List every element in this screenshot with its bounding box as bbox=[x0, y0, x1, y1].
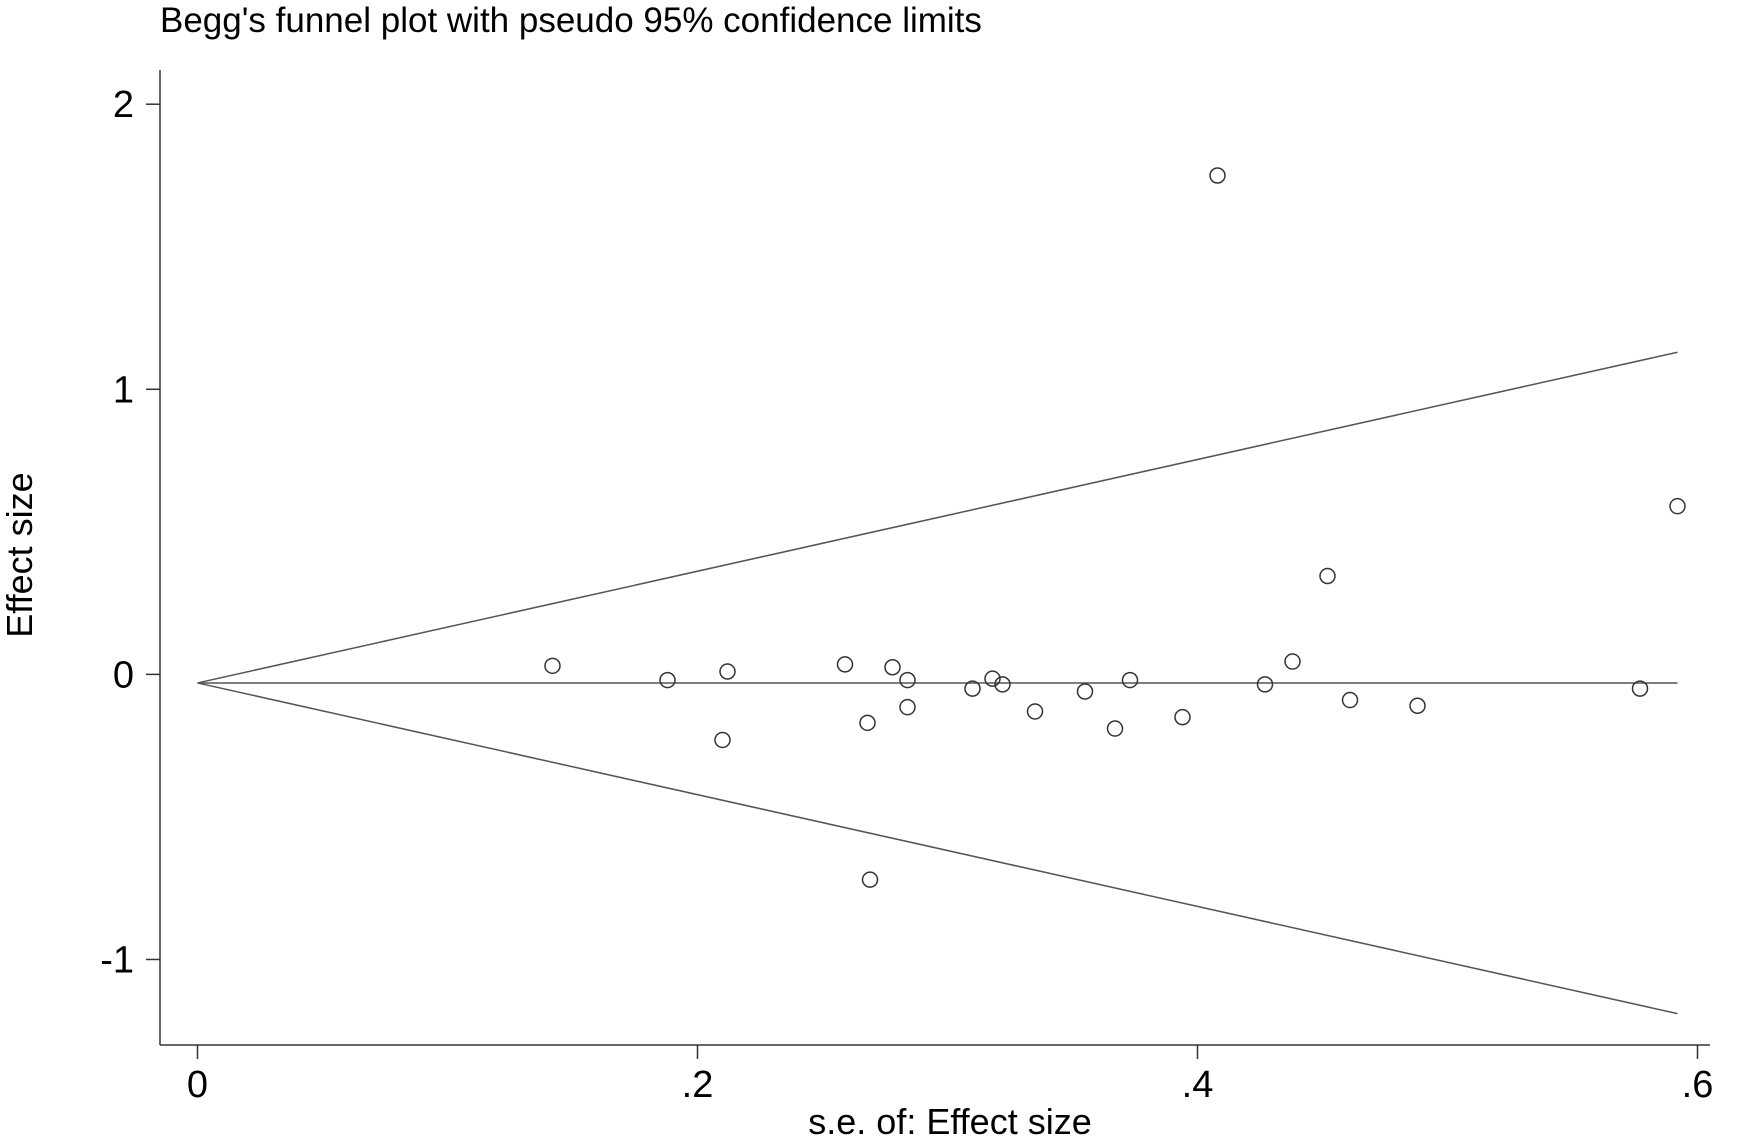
x-tick-label: .4 bbox=[1182, 1064, 1214, 1106]
x-tick-label: 0 bbox=[187, 1064, 208, 1106]
funnel-lines bbox=[197, 351, 1678, 1015]
study-point bbox=[544, 657, 561, 675]
y-tick-label: 1 bbox=[113, 369, 134, 411]
data-points bbox=[544, 167, 1686, 888]
study-point bbox=[1076, 683, 1094, 700]
chart-title: Begg's funnel plot with pseudo 95% confi… bbox=[160, 1, 982, 40]
study-point bbox=[1026, 703, 1044, 720]
study-point bbox=[1669, 497, 1686, 515]
study-point bbox=[1631, 680, 1649, 697]
study-point bbox=[1409, 697, 1426, 714]
axes: 2 1 0 -1 0 .2 .4 .6 bbox=[100, 70, 1713, 1106]
study-point bbox=[861, 871, 879, 888]
study-point bbox=[884, 659, 901, 676]
study-point bbox=[1341, 691, 1359, 709]
study-point bbox=[859, 714, 876, 732]
study-point bbox=[1106, 720, 1124, 737]
study-point bbox=[994, 676, 1011, 693]
study-point bbox=[836, 656, 854, 673]
study-point bbox=[659, 671, 676, 689]
study-point bbox=[714, 731, 731, 749]
x-tick-label: .6 bbox=[1682, 1064, 1714, 1106]
study-point bbox=[1209, 167, 1226, 184]
upper-confidence-limit bbox=[197, 351, 1678, 684]
study-point bbox=[1174, 708, 1191, 726]
y-tick-label: 2 bbox=[113, 84, 134, 126]
study-point bbox=[1284, 653, 1301, 670]
y-tick-label: -1 bbox=[100, 939, 134, 981]
y-axis-label: Effect size bbox=[0, 472, 40, 637]
study-point bbox=[984, 670, 1001, 687]
study-point bbox=[899, 671, 916, 689]
study-point bbox=[1121, 671, 1139, 689]
lower-confidence-limit bbox=[197, 682, 1678, 1015]
study-point bbox=[1319, 567, 1336, 585]
y-tick-label: 0 bbox=[113, 654, 134, 696]
study-point bbox=[899, 698, 916, 716]
study-point bbox=[964, 680, 981, 697]
x-axis-label: s.e. of: Effect size bbox=[808, 1101, 1091, 1142]
x-tick-label: .2 bbox=[682, 1064, 714, 1106]
study-point bbox=[1256, 676, 1274, 693]
study-point bbox=[719, 663, 736, 680]
